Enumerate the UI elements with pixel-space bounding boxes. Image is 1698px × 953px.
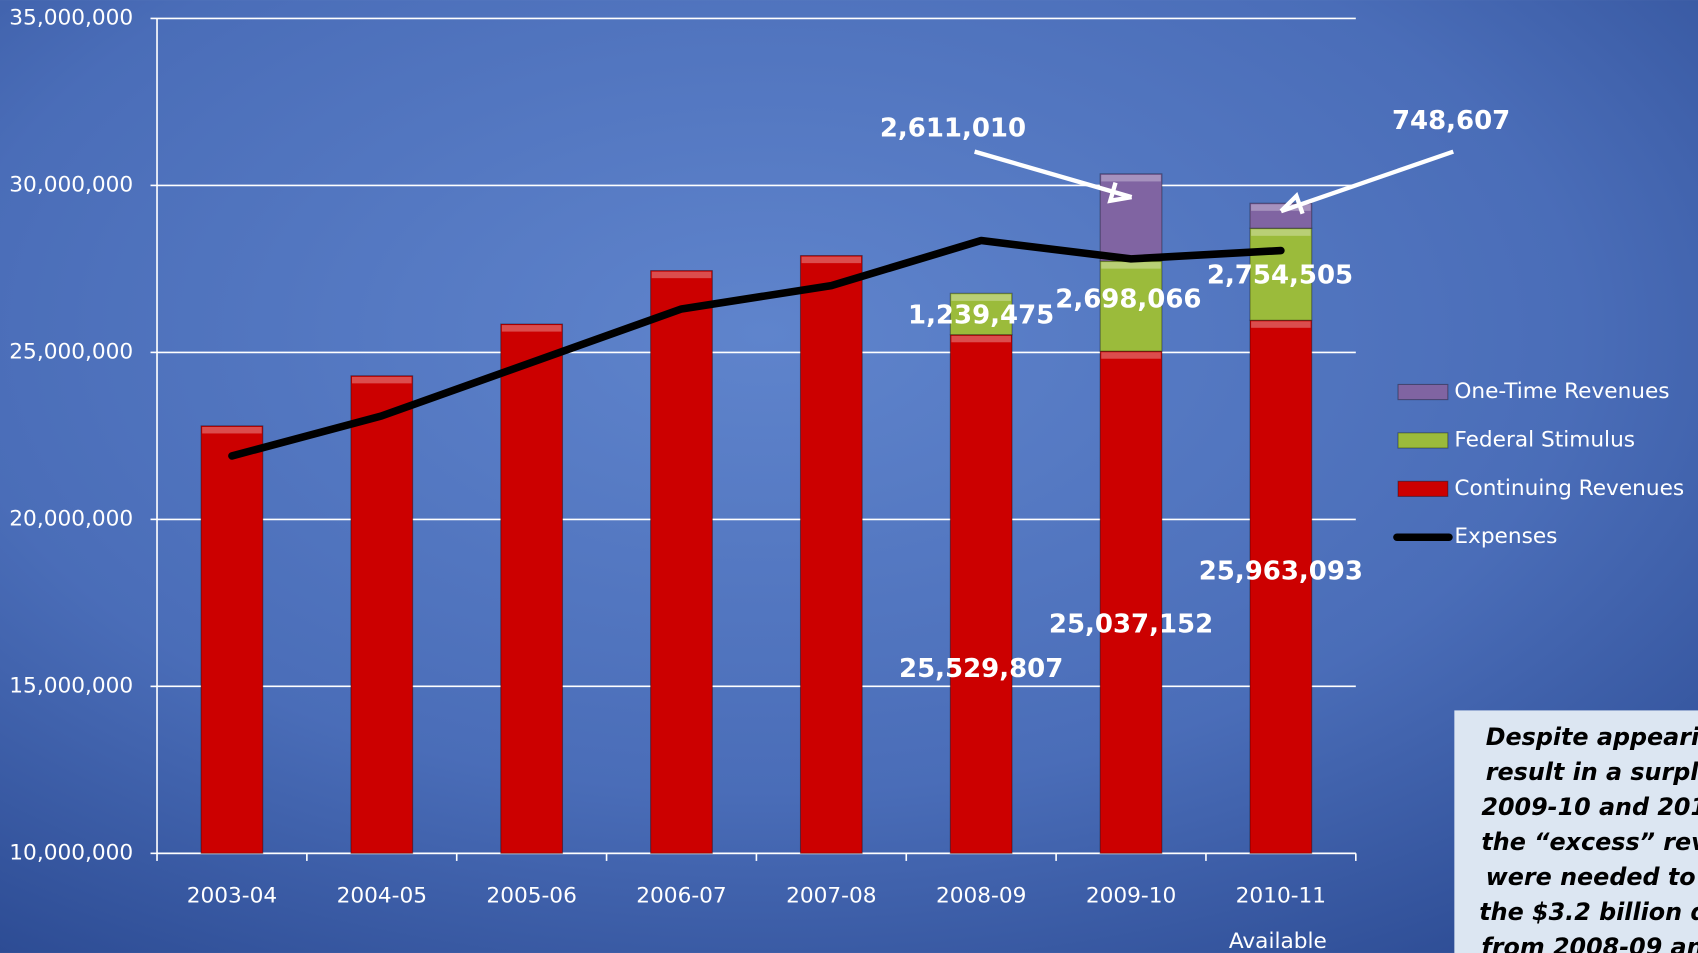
bar-highlight: [951, 335, 1011, 343]
x-tick-label: 2003-04: [187, 884, 277, 909]
bar-highlight: [951, 294, 1011, 301]
data-label: 25,037,152: [1049, 609, 1213, 639]
legend-label: One-Time Revenues: [1454, 379, 1669, 404]
arrow-head: [1279, 191, 1305, 215]
arrow: [1280, 149, 1454, 214]
data-label: 25,529,807: [899, 654, 1063, 684]
bar-segment: [1249, 319, 1313, 854]
legend-label: Continuing Revenues: [1454, 476, 1684, 501]
x-tick-label: 2006-07: [636, 884, 726, 909]
x-tick-label: 2007-08: [786, 884, 876, 909]
bar-segment: [350, 375, 414, 854]
bar-highlight: [801, 256, 862, 264]
x-tick-label: 2005-06: [486, 884, 576, 909]
bar-highlight: [352, 376, 412, 384]
x-tick-label: 2010-11: [1236, 884, 1326, 909]
bar-highlight: [1101, 174, 1161, 182]
y-tick-label: 25,000,000: [9, 339, 133, 364]
line: [228, 236, 1285, 460]
bar-segment: [1099, 173, 1163, 262]
x-tick-label: 2009-10: [1086, 884, 1176, 909]
legend-swatch: [1397, 383, 1449, 401]
bar-highlight: [1251, 229, 1311, 236]
text-box-line: from 2008-09 and: [1481, 933, 1698, 953]
data-label: 1,239,475: [908, 301, 1054, 331]
bar-highlight: [1251, 321, 1311, 328]
bar-highlight: [501, 325, 562, 332]
y-tick-label: 15,000,000: [9, 673, 133, 698]
data-label: 2,698,066: [1055, 284, 1201, 314]
bar-segment: [799, 255, 863, 854]
bar-highlight: [202, 426, 262, 434]
bar-highlight: [1251, 204, 1311, 211]
text-box-line: were needed to cl: [1486, 863, 1698, 891]
arrow-head: [1107, 182, 1133, 204]
y-tick-label: 30,000,000: [9, 172, 133, 197]
legend-swatch: [1397, 432, 1449, 449]
bar-segment: [1099, 260, 1163, 352]
bar-segment: [949, 292, 1013, 336]
text-box-line: Despite appearing: [1486, 723, 1698, 751]
data-label: 2,754,505: [1207, 261, 1353, 291]
text-box-line: the $3.2 billion de: [1479, 898, 1698, 926]
text-box-line: 2009-10 and 2010: [1481, 793, 1698, 821]
text-box: [1454, 710, 1698, 953]
bar-segment: [949, 334, 1013, 854]
bar-segment: [650, 270, 713, 854]
legend-label: Federal Stimulus: [1454, 427, 1635, 452]
x-note: Available: [1229, 929, 1327, 953]
data-label: 748,607: [1392, 106, 1510, 136]
data-label: 25,963,093: [1199, 556, 1363, 586]
legend-label: Expenses: [1454, 524, 1557, 549]
bar-highlight: [651, 271, 712, 279]
text-box-line: the “excess” rever: [1481, 828, 1698, 856]
x-tick-label: 2004-05: [337, 884, 427, 909]
legend-swatch: [1397, 480, 1449, 497]
text-box-line: result in a surplus: [1486, 758, 1698, 786]
data-label: 2,611,010: [880, 113, 1026, 143]
y-tick-label: 20,000,000: [9, 506, 133, 531]
bar-segment: [1099, 350, 1163, 854]
x-tick-label: 2008-09: [936, 884, 1026, 909]
arrow: [974, 149, 1133, 200]
bar-segment: [500, 323, 564, 854]
bar-segment: [200, 425, 264, 854]
bar-segment: [1249, 227, 1313, 321]
y-tick-label: 10,000,000: [9, 840, 133, 865]
y-tick-label: 35,000,000: [9, 5, 133, 30]
bar-highlight: [1101, 262, 1161, 269]
bar-highlight: [1101, 352, 1161, 359]
